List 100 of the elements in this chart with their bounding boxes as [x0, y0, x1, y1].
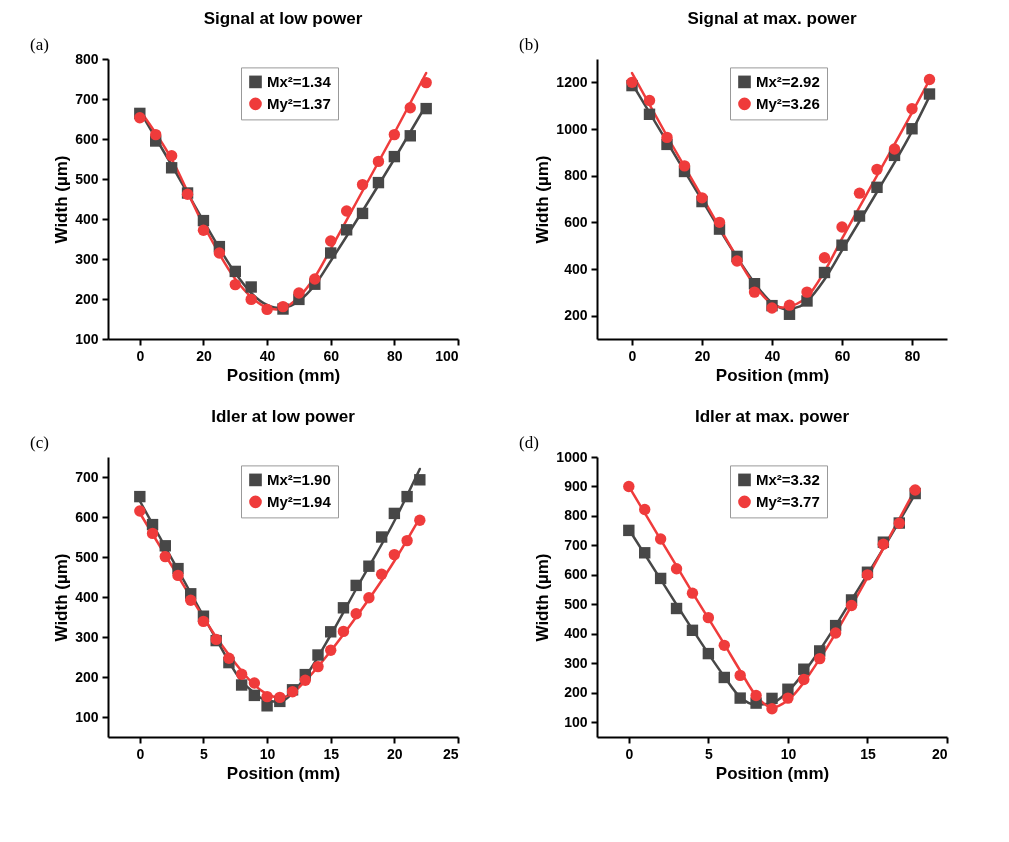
y-tick-label: 700 — [564, 536, 588, 553]
point — [185, 594, 197, 606]
x-axis-title: Position (mm) — [715, 763, 830, 783]
point — [686, 587, 699, 599]
point — [325, 644, 337, 656]
point — [696, 192, 708, 204]
point — [165, 162, 178, 174]
point — [414, 474, 426, 486]
x-tick-label: 100 — [435, 347, 459, 364]
y-tick-label: 600 — [564, 213, 588, 230]
point — [363, 560, 375, 572]
point — [235, 679, 248, 691]
y-tick-label: 300 — [75, 628, 99, 645]
point — [643, 108, 656, 120]
point — [818, 266, 831, 279]
point — [661, 131, 673, 144]
point — [165, 150, 178, 162]
x-axis-title: Position (mm) — [226, 763, 341, 783]
point — [836, 239, 848, 251]
point — [223, 652, 235, 664]
point — [337, 625, 350, 638]
y-tick-label: 600 — [564, 566, 588, 583]
point — [639, 503, 651, 516]
legend-label: My²=3.77 — [756, 492, 820, 510]
x-tick-label: 15 — [860, 745, 876, 762]
y-tick-label: 400 — [564, 260, 588, 277]
point — [388, 150, 401, 163]
y-tick-label: 700 — [75, 468, 99, 485]
point — [871, 181, 883, 194]
point — [325, 247, 337, 259]
point — [150, 128, 162, 141]
point — [798, 673, 810, 686]
y-tick-label: 100 — [564, 713, 588, 730]
point — [248, 689, 261, 702]
point — [782, 692, 794, 704]
y-axis-title: Width (µm) — [533, 553, 553, 642]
y-axis-title: Width (µm) — [52, 553, 72, 642]
point — [213, 247, 226, 259]
point — [245, 281, 257, 293]
point — [801, 286, 813, 298]
point — [853, 210, 866, 222]
y-axis-title: Width (µm) — [52, 155, 72, 244]
x-tick-label: 20 — [694, 347, 711, 364]
point — [718, 671, 730, 684]
point — [702, 647, 715, 660]
y-tick-label: 500 — [564, 595, 588, 612]
point — [146, 527, 159, 540]
point — [388, 507, 401, 520]
point — [713, 216, 726, 229]
point — [293, 287, 305, 299]
point — [836, 221, 848, 233]
point — [325, 626, 337, 638]
y-tick-label: 500 — [75, 170, 99, 187]
legend-label: Mx²=3.32 — [756, 470, 820, 488]
point — [350, 579, 362, 592]
point — [654, 533, 667, 545]
point — [766, 703, 778, 715]
point — [414, 514, 426, 526]
y-tick-label: 700 — [75, 90, 99, 107]
text: (c) — [30, 433, 49, 452]
x-tick-label: 60 — [834, 347, 851, 364]
legend-label: My²=1.37 — [267, 94, 331, 112]
x-tick-label: 25 — [442, 745, 459, 762]
point — [670, 563, 683, 575]
legend-label: Mx²=1.34 — [267, 72, 332, 90]
point — [350, 608, 362, 620]
point — [923, 73, 936, 86]
y-tick-label: 1200 — [556, 73, 588, 90]
x-axis-title: Position (mm) — [715, 365, 830, 385]
point — [814, 652, 826, 665]
point — [261, 700, 273, 712]
x-tick-label: 80 — [904, 347, 921, 364]
point — [375, 568, 388, 580]
y-tick-label: 400 — [75, 210, 99, 227]
point — [375, 531, 388, 543]
point — [299, 674, 311, 686]
point — [783, 299, 796, 311]
point — [906, 103, 918, 115]
x-tick-label: 40 — [259, 347, 276, 364]
point — [845, 599, 858, 612]
y-tick-label: 600 — [75, 508, 99, 525]
point — [686, 624, 699, 637]
y-tick-label: 300 — [564, 654, 588, 671]
x-tick-label: 5 — [704, 745, 713, 762]
point — [134, 505, 146, 517]
x-tick-label: 20 — [387, 745, 403, 762]
x-tick-label: 40 — [764, 347, 781, 364]
x-tick-label: 20 — [931, 745, 948, 762]
point — [197, 615, 210, 628]
point — [639, 547, 651, 559]
point — [401, 534, 413, 547]
point — [702, 611, 715, 624]
point — [274, 691, 286, 704]
y-tick-label: 200 — [564, 307, 588, 324]
point — [356, 178, 369, 191]
x-tick-label: 80 — [387, 347, 403, 364]
x-tick-label: 60 — [323, 347, 340, 364]
x-tick-label: 0 — [625, 745, 634, 762]
point — [312, 660, 324, 673]
y-axis-title: Width (µm) — [533, 155, 553, 244]
